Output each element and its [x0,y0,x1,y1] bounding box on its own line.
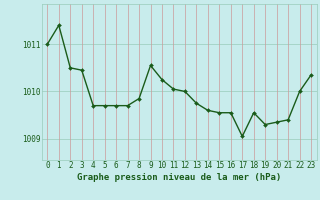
X-axis label: Graphe pression niveau de la mer (hPa): Graphe pression niveau de la mer (hPa) [77,173,281,182]
